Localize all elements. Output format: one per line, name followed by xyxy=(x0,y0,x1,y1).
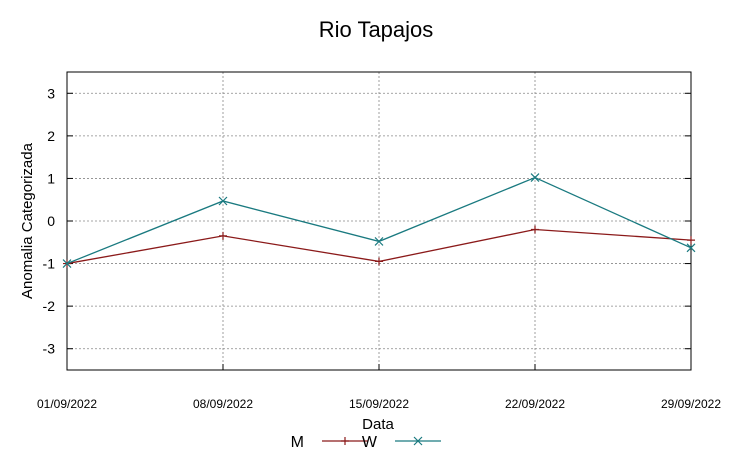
data-point-M xyxy=(687,236,695,245)
data-point-M xyxy=(219,231,227,240)
x-tick-label: 15/09/2022 xyxy=(349,397,409,411)
y-tick-labels: 3 2 1 0 -1 -2 -3 xyxy=(43,85,56,356)
data-point-W xyxy=(218,196,228,206)
y-tick-label: -3 xyxy=(43,341,56,357)
y-tick-label: -2 xyxy=(43,298,56,314)
legend-marker-M xyxy=(341,437,349,445)
legend-label-W: W xyxy=(362,434,378,451)
data-point-W xyxy=(530,173,540,183)
x-axis-label: Data xyxy=(362,416,394,433)
plot-frame xyxy=(66,71,692,371)
x-tick-label: 08/09/2022 xyxy=(193,397,253,411)
legend-marker-W xyxy=(413,436,423,446)
legend-label-M: M xyxy=(291,434,304,451)
series-M xyxy=(63,225,695,268)
grid-lines xyxy=(66,72,692,370)
series-layer xyxy=(62,173,696,268)
y-tick-label: 1 xyxy=(47,170,55,186)
series-W xyxy=(62,173,696,268)
chart-title: Rio Tapajos xyxy=(319,17,434,42)
y-axis-label: Anomalia Categorizada xyxy=(19,142,36,299)
x-tick-labels: 01/09/2022 08/09/2022 15/09/2022 22/09/2022… xyxy=(37,397,721,411)
data-point-W xyxy=(62,259,72,268)
y-tick-label: -1 xyxy=(43,256,56,272)
x-tick-label: 01/09/2022 xyxy=(37,397,97,411)
y-tick-label: 2 xyxy=(47,128,55,144)
data-point-M xyxy=(531,225,539,234)
y-tick-label: 3 xyxy=(47,85,55,101)
data-point-W xyxy=(374,237,384,246)
data-point-M xyxy=(375,257,383,266)
y-tick-label: 0 xyxy=(47,213,55,229)
data-point-W xyxy=(686,243,696,253)
x-tick-label: 22/09/2022 xyxy=(505,397,565,411)
x-tick-label: 29/09/2022 xyxy=(661,397,721,411)
